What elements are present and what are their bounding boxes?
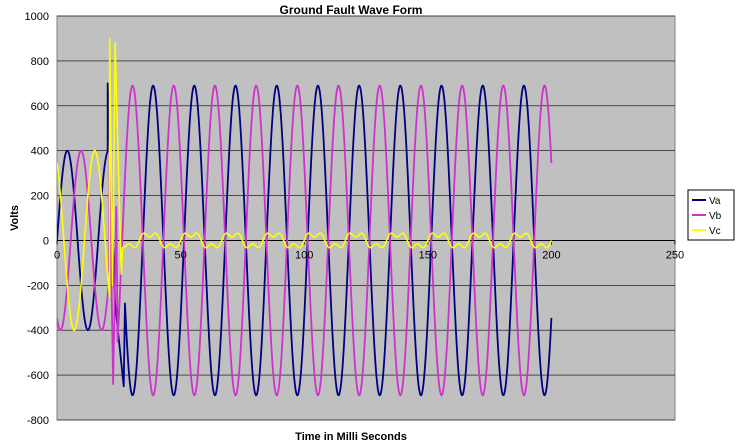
- y-tick-label: 200: [31, 191, 49, 203]
- x-tick-label: 100: [295, 249, 313, 261]
- x-tick-label: 0: [54, 249, 60, 261]
- series-vc-line: [57, 37, 553, 331]
- series-va-line: [57, 82, 553, 397]
- legend-label-va: Va: [709, 196, 721, 207]
- y-tick-label: -200: [27, 280, 49, 292]
- y-tick-label: 1000: [25, 11, 49, 23]
- plot-area: [56, 15, 676, 421]
- y-tick-label: 800: [31, 56, 49, 68]
- y-axis-title: Volts: [9, 205, 21, 231]
- legend: Va Vb Vc: [687, 189, 735, 241]
- chart-title: Ground Fault Wave Form: [280, 3, 423, 17]
- y-tick-label: -600: [27, 370, 49, 382]
- plot-background: [56, 15, 676, 421]
- legend-label-vb: Vb: [709, 211, 722, 222]
- x-tick-label: 200: [542, 249, 560, 261]
- x-tick-label: 250: [666, 249, 684, 261]
- legend-label-vc: Vc: [709, 226, 721, 237]
- x-tick-label: 150: [419, 249, 437, 261]
- x-tick-label: 50: [174, 249, 186, 261]
- x-axis-title: Time in Milli Seconds: [295, 431, 407, 442]
- series-vb-line: [57, 84, 553, 397]
- y-tick-label: 0: [43, 235, 49, 247]
- y-tick-label: 400: [31, 146, 49, 158]
- y-tick-label: -400: [27, 325, 49, 337]
- y-tick-label: 600: [31, 101, 49, 113]
- y-tick-label: -800: [27, 415, 49, 427]
